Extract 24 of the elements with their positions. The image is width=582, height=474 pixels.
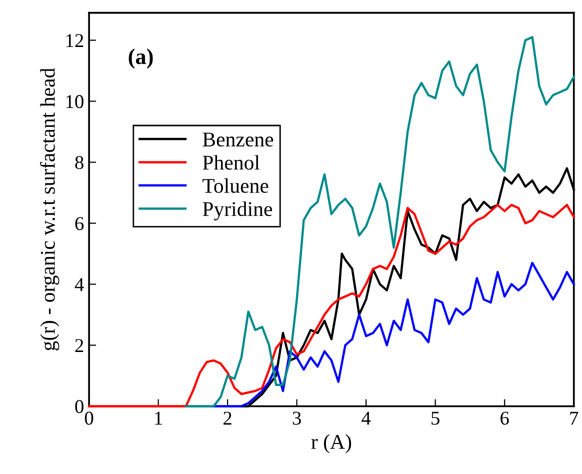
x-tick-label: 0 — [84, 412, 94, 425]
y-tick-label: 6 — [75, 217, 84, 230]
x-tick-label: 6 — [500, 412, 509, 425]
legend-label: Toluene — [202, 178, 268, 193]
line-series — [212, 262, 575, 408]
legend-label: Benzene — [202, 132, 274, 147]
y-axis-title: g(r) - organic w.r.t surfactant head — [40, 68, 60, 350]
y-tick-label: 2 — [75, 339, 84, 352]
x-tick-label: 1 — [155, 412, 162, 425]
y-tick-label: 0 — [75, 400, 84, 414]
x-tick-label: 2 — [224, 412, 232, 425]
x-tick-label: 7 — [570, 412, 578, 425]
x-tick-label: 3 — [292, 412, 301, 425]
y-tick-label: 8 — [75, 156, 84, 170]
line-series — [184, 36, 575, 408]
y-tick-label: 10 — [66, 95, 84, 108]
x-tick-label: 4 — [362, 412, 371, 425]
legend-label: Phenol — [202, 155, 260, 170]
annotation: (a) — [128, 48, 153, 69]
x-axis-title: r (A) — [311, 434, 352, 454]
x-tick-label: 5 — [432, 412, 440, 425]
y-tick-label: 12 — [66, 34, 84, 47]
y-tick-label: 4 — [74, 278, 84, 291]
legend-label: Pyridine — [202, 201, 272, 220]
